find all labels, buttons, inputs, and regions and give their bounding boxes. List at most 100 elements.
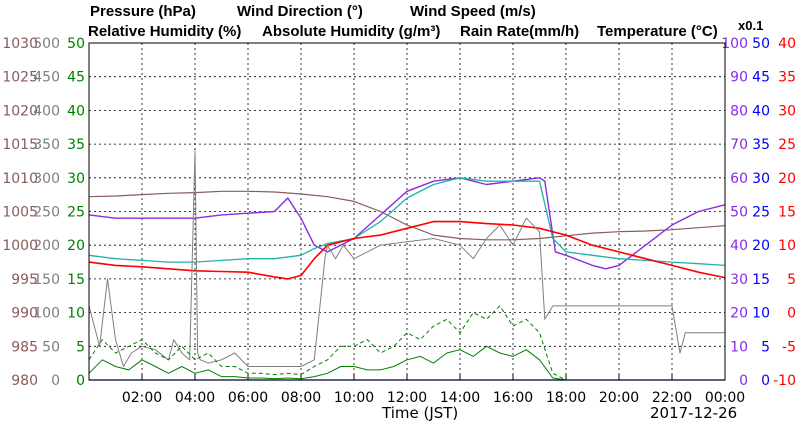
y-tick-temperature: 0 — [787, 306, 796, 322]
y-tick-wind-speed: 25 — [67, 205, 85, 221]
label-temperature: Temperature (°C) — [597, 23, 718, 40]
y-tick-pressure: 1025 — [2, 70, 38, 86]
y-tick-temperature: -10 — [773, 373, 796, 389]
series-wind-speed-gust-m-s — [88, 305, 725, 381]
y-tick-humidity: 80 — [730, 103, 748, 119]
y-tick-rain-rate: 5 — [761, 339, 770, 355]
x-tick-label: 08:00 — [281, 390, 321, 406]
y-tick-temperature: 25 — [778, 137, 796, 153]
y-tick-pressure: 990 — [11, 306, 38, 322]
y-tick-humidity: 100 — [721, 36, 748, 52]
y-tick-rain-rate: 50 — [752, 36, 770, 52]
series-temperature-c — [88, 220, 726, 280]
grid — [89, 43, 725, 380]
y-tick-wind-direction: 50 — [42, 339, 60, 355]
y-tick-wind-direction: 100 — [33, 306, 60, 322]
label-pressure: Pressure (hPa) — [90, 3, 196, 20]
series-absolute-humidity-g-m — [88, 177, 726, 267]
y-tick-wind-direction: 150 — [33, 272, 60, 288]
y-tick-humidity: 30 — [730, 272, 748, 288]
y-tick-temperature: 30 — [778, 103, 796, 119]
x-axis: 02:00 04:00 06:00 08:00 10:00 12:00 14:00 16:00… — [122, 374, 745, 406]
y-tick-pressure: 1020 — [2, 103, 38, 119]
y-tick-wind-direction: 250 — [33, 205, 60, 221]
y-tick-pressure: 980 — [11, 373, 38, 389]
y-tick-pressure: 1000 — [2, 238, 38, 254]
y-tick-wind-direction: 350 — [33, 137, 60, 153]
y-tick-pressure: 1005 — [2, 205, 38, 221]
y-tick-rain-rate: 35 — [752, 137, 770, 153]
x-tick-label: 00:00 — [705, 390, 745, 406]
y-tick-wind-speed: 35 — [67, 137, 85, 153]
x-tick-label: 12:00 — [387, 390, 427, 406]
plot-frame — [88, 42, 726, 381]
label-wind-speed: Wind Speed (m/s) — [410, 3, 536, 20]
y-tick-rain-rate: 25 — [752, 205, 770, 221]
x-tick-label: 14:00 — [440, 390, 480, 406]
y-tick-pressure: 1015 — [2, 137, 38, 153]
y-tick-humidity: 70 — [730, 137, 748, 153]
x-tick-label: 20:00 — [599, 390, 639, 406]
x-tick-label: 22:00 — [652, 390, 692, 406]
y-tick-humidity: 0 — [739, 373, 748, 389]
series-pressure-hpa — [88, 190, 726, 241]
y-tick-temperature: 35 — [778, 70, 796, 86]
y-tick-rain-rate: 15 — [752, 272, 770, 288]
x-tick-label: 02:00 — [122, 390, 162, 406]
y-tick-wind-speed: 5 — [76, 339, 85, 355]
label-wind-direction: Wind Direction (°) — [237, 3, 363, 20]
y-tick-wind-speed: 50 — [67, 36, 85, 52]
series-relative-humidity — [88, 177, 726, 270]
x-tick-label: 06:00 — [228, 390, 268, 406]
y-tick-wind-direction: 300 — [33, 171, 60, 187]
y-tick-rain-rate: 10 — [752, 306, 770, 322]
y-tick-wind-speed: 20 — [67, 238, 85, 254]
y-tick-wind-speed: 0 — [76, 373, 85, 389]
y-tick-wind-speed: 40 — [67, 103, 85, 119]
label-rain-rate: Rain Rate(mm/h) — [460, 23, 579, 40]
y-tick-wind-direction: 0 — [51, 373, 60, 389]
y-axes: 9809859909951000100510101015102010251030… — [2, 36, 796, 389]
date-label: 2017-12-26 — [650, 404, 737, 422]
y-tick-wind-speed: 30 — [67, 171, 85, 187]
y-tick-wind-direction: 500 — [33, 36, 60, 52]
y-tick-temperature: -5 — [782, 339, 796, 355]
y-tick-temperature: 15 — [778, 205, 796, 221]
y-tick-wind-speed: 15 — [67, 272, 85, 288]
y-tick-rain-rate: 40 — [752, 103, 770, 119]
x-tick-label: 16:00 — [493, 390, 533, 406]
series-wind-speed-m-s — [88, 345, 725, 381]
series-wind-direction — [88, 150, 725, 367]
y-tick-humidity: 10 — [730, 339, 748, 355]
y-tick-wind-direction: 450 — [33, 70, 60, 86]
y-tick-pressure: 995 — [11, 272, 38, 288]
y-tick-temperature: 40 — [778, 36, 796, 52]
y-tick-pressure: 985 — [11, 339, 38, 355]
y-tick-temperature: 5 — [787, 272, 796, 288]
x-tick-label: 10:00 — [334, 390, 374, 406]
label-relative-humidity: Relative Humidity (%) — [88, 23, 241, 40]
y-tick-rain-rate: 0 — [761, 373, 770, 389]
y-tick-humidity: 90 — [730, 70, 748, 86]
y-tick-humidity: 60 — [730, 171, 748, 187]
y-tick-wind-speed: 10 — [67, 306, 85, 322]
series-group — [88, 150, 726, 381]
y-tick-temperature: 20 — [778, 171, 796, 187]
y-tick-pressure: 1030 — [2, 36, 38, 52]
y-tick-rain-rate: 45 — [752, 70, 770, 86]
y-tick-humidity: 20 — [730, 306, 748, 322]
y-tick-pressure: 1010 — [2, 171, 38, 187]
y-tick-wind-direction: 200 — [33, 238, 60, 254]
y-tick-humidity: 40 — [730, 238, 748, 254]
x-tick-label: 18:00 — [546, 390, 586, 406]
y-tick-humidity: 50 — [730, 205, 748, 221]
y-tick-temperature: 10 — [778, 238, 796, 254]
label-scale-note: x0.1 — [738, 18, 763, 33]
y-tick-wind-direction: 400 — [33, 103, 60, 119]
label-absolute-humidity: Absolute Humidity (g/m³) — [262, 23, 440, 40]
x-axis-label: Time (JST) — [381, 404, 458, 422]
y-tick-rain-rate: 30 — [752, 171, 770, 187]
y-tick-wind-speed: 45 — [67, 70, 85, 86]
